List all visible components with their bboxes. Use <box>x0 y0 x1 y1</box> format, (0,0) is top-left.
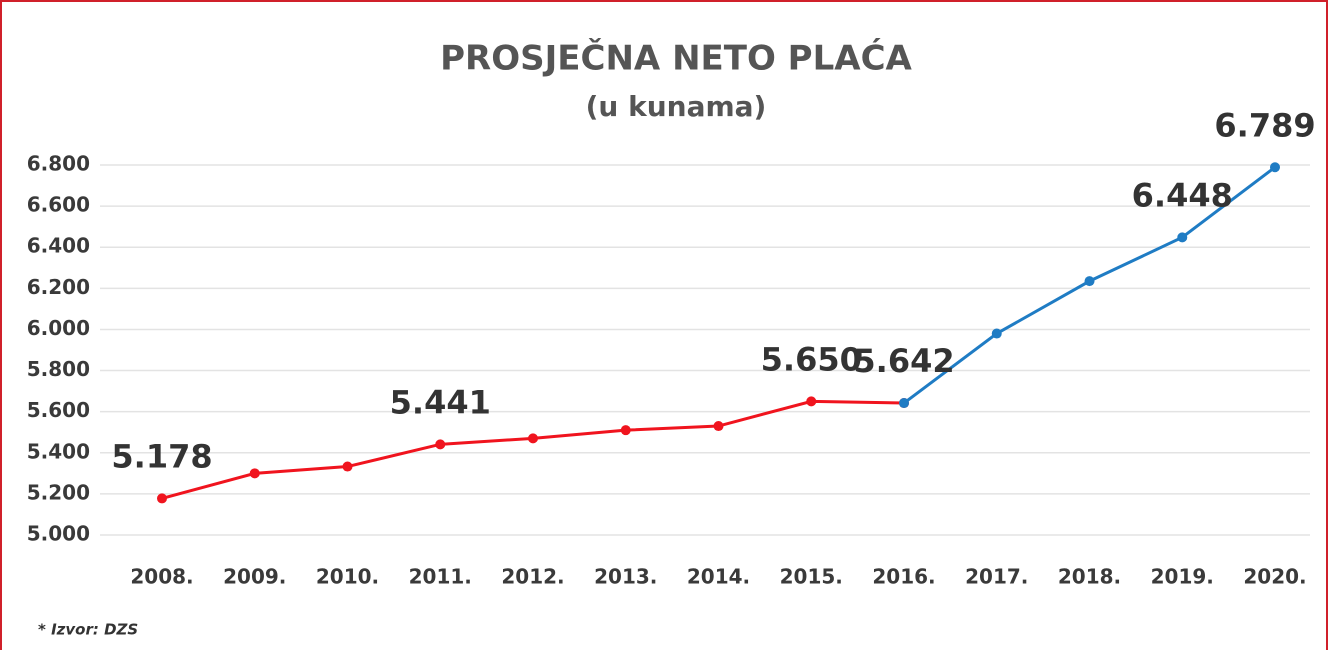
x-tick-label: 2012. <box>501 565 564 589</box>
data-label: 5.642 <box>853 342 954 380</box>
footnote: * Izvor: DZS <box>38 621 138 639</box>
chart-title: PROSJEČNA NETO PLAĆA <box>440 38 912 79</box>
point <box>806 396 817 407</box>
y-tick-label: 6.000 <box>27 316 90 340</box>
data-label: 5.650 <box>761 340 862 378</box>
y-tick-label: 6.600 <box>27 193 90 217</box>
x-tick-label: 2009. <box>223 565 286 589</box>
x-tick-label: 2019. <box>1151 565 1214 589</box>
y-tick-label: 5.200 <box>27 480 90 504</box>
point <box>1177 232 1188 243</box>
point <box>157 493 167 504</box>
point <box>713 421 724 432</box>
x-tick-label: 2011. <box>409 565 472 589</box>
x-tick-label: 2017. <box>965 565 1028 589</box>
y-tick-label: 5.600 <box>27 398 90 422</box>
x-tick-label: 2020. <box>1243 565 1306 589</box>
point <box>342 461 353 472</box>
data-label: 5.441 <box>390 383 491 421</box>
data-label: 6.789 <box>1214 106 1315 144</box>
y-tick-label: 6.800 <box>27 152 90 176</box>
point <box>249 468 260 479</box>
x-tick-label: 2018. <box>1058 565 1121 589</box>
x-tick-label: 2014. <box>687 565 750 589</box>
y-tick-label: 6.400 <box>27 234 90 258</box>
x-tick-label: 2010. <box>316 565 379 589</box>
x-tick-label: 2016. <box>872 565 935 589</box>
y-tick-label: 6.200 <box>27 275 90 299</box>
point <box>991 328 1002 339</box>
x-tick-label: 2015. <box>780 565 843 589</box>
data-label: 5.178 <box>111 437 212 475</box>
point <box>620 425 631 436</box>
point <box>435 439 446 450</box>
point <box>1084 276 1095 287</box>
point <box>528 433 538 444</box>
chart-subtitle: (u kunama) <box>586 90 767 123</box>
y-tick-label: 5.000 <box>27 522 90 546</box>
point <box>1270 162 1280 173</box>
y-tick-label: 5.800 <box>27 357 90 381</box>
y-tick-label: 5.400 <box>27 439 90 463</box>
data-label: 6.448 <box>1132 176 1233 214</box>
x-tick-label: 2013. <box>594 565 657 589</box>
point <box>899 398 909 409</box>
x-tick-label: 2008. <box>130 565 193 589</box>
